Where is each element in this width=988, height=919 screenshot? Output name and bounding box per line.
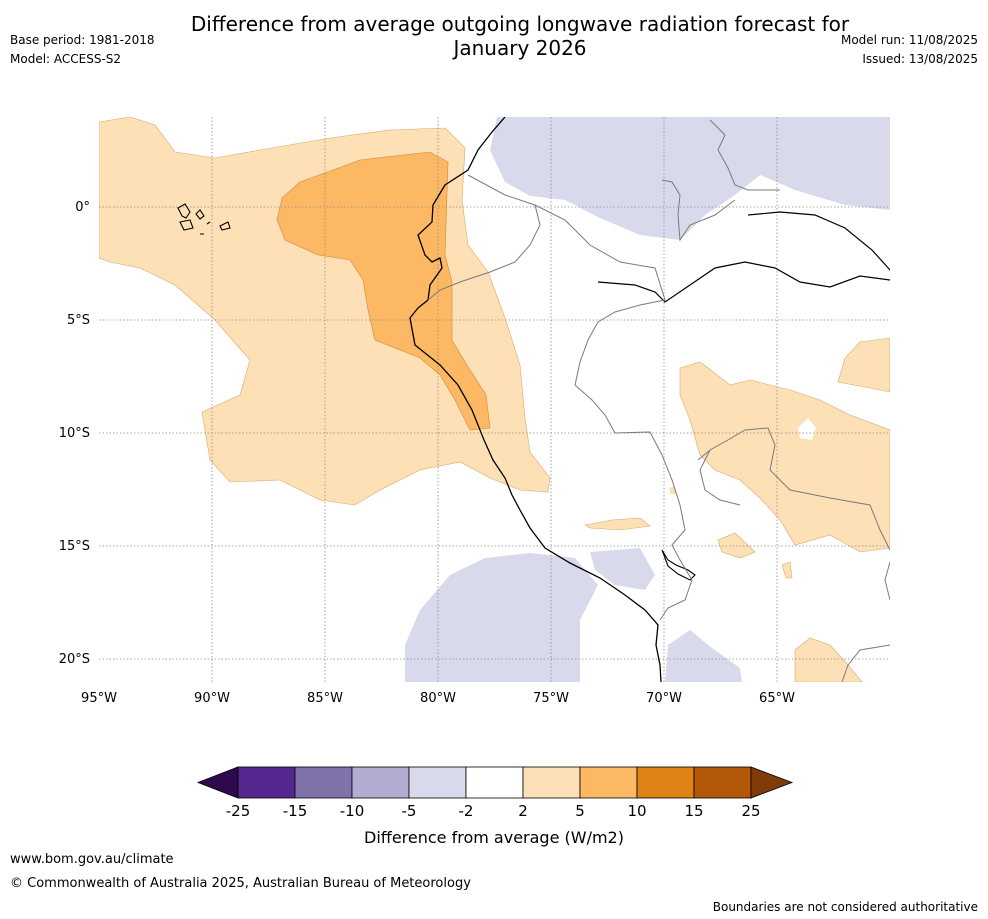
- lat-label: 0°: [75, 200, 90, 215]
- chart-title: Difference from average outgoing longwav…: [0, 12, 988, 60]
- colorbar-title: Difference from average (W/m2): [364, 828, 624, 847]
- colorbar: -25 -15 -10 -5 -2 2 5 10 15 25: [196, 766, 794, 820]
- website-link[interactable]: www.bom.gov.au/climate: [10, 852, 174, 867]
- country-border: [467, 174, 693, 621]
- longitude-labels: 95°W 90°W 85°W 80°W 75°W 70°W 65°W: [81, 691, 795, 706]
- title-line-2: January 2026: [453, 36, 587, 60]
- country-border: [427, 204, 541, 301]
- country-border: [699, 449, 741, 506]
- colorbar-swatch: [693, 766, 752, 799]
- lon-label: 95°W: [81, 691, 117, 706]
- country-border: [661, 179, 736, 242]
- olr-negative-region-north: [490, 117, 890, 240]
- colorbar-extend-high: [750, 766, 794, 799]
- issued-text: Issued: 13/08/2025: [862, 52, 978, 66]
- colorbar-tick-label: -10: [340, 802, 365, 820]
- colorbar-tick-label: -25: [226, 802, 251, 820]
- country-border: [841, 644, 890, 682]
- colorbar-tick-label: 2: [518, 802, 528, 820]
- lat-label: 10°S: [59, 426, 90, 441]
- title-line-1: Difference from average outgoing longwav…: [190, 12, 850, 36]
- amazon-river: [597, 211, 890, 303]
- lat-label: 20°S: [59, 652, 90, 667]
- olr-positive-region-east: [679, 361, 890, 553]
- olr-positive-patch-1: [584, 517, 651, 531]
- lake-titicaca: [661, 549, 696, 581]
- lat-label: 5°S: [67, 313, 90, 328]
- olr-negative-region-south: [405, 553, 598, 682]
- base-period-text: Base period: 1981-2018: [10, 33, 155, 47]
- olr-positive-patch-2: [717, 532, 756, 559]
- latitude-labels: 0° 5°S 10°S 15°S 20°S: [59, 200, 90, 667]
- colorbar-swatch: [294, 766, 353, 799]
- olr-positive-patch-3: [781, 561, 793, 579]
- colorbar-swatch: [408, 766, 467, 799]
- disclaimer-text: Boundaries are not considered authoritat…: [712, 900, 978, 914]
- colorbar-swatch: [351, 766, 410, 799]
- lat-label: 15°S: [59, 539, 90, 554]
- olr-positive-region-south-east: [794, 637, 863, 682]
- colorbar-swatch: [579, 766, 638, 799]
- olr-positive-region-core: [276, 151, 491, 431]
- country-border: [709, 119, 780, 191]
- colorbar-tick-label: 15: [684, 802, 703, 820]
- colorbar-tick-label: 10: [627, 802, 646, 820]
- lon-label: 75°W: [533, 691, 569, 706]
- model-run-text: Model run: 11/08/2025: [840, 33, 978, 47]
- lon-label: 90°W: [194, 691, 230, 706]
- olr-negative-region-southeast: [665, 630, 742, 682]
- lon-label: 80°W: [420, 691, 456, 706]
- lon-label: 65°W: [759, 691, 795, 706]
- map-grid: [99, 117, 890, 682]
- lon-label: 70°W: [646, 691, 682, 706]
- lon-label: 85°W: [307, 691, 343, 706]
- colorbar-extend-low: [196, 766, 239, 799]
- olr-hole-east: [798, 418, 816, 440]
- colorbar-swatch: [465, 766, 524, 799]
- galapagos-islands: [177, 203, 231, 235]
- colorbar-swatch: [522, 766, 581, 799]
- model-text: Model: ACCESS-S2: [10, 52, 122, 66]
- copyright-text: © Commonwealth of Australia 2025, Austra…: [10, 876, 471, 891]
- colorbar-tick-label: -2: [459, 802, 474, 820]
- colorbar-tick-label: -15: [283, 802, 308, 820]
- olr-positive-region-far-east: [837, 337, 890, 393]
- colorbar-tick-label: 25: [741, 802, 760, 820]
- country-border: [884, 561, 890, 601]
- colorbar-tick-label: 5: [575, 802, 585, 820]
- map-fields: [99, 117, 890, 682]
- colorbar-tick-label: -5: [402, 802, 417, 820]
- colorbar-swatch: [237, 766, 296, 799]
- olr-negative-region-coast: [590, 548, 655, 590]
- country-border: [697, 427, 890, 551]
- colorbar-swatch: [636, 766, 695, 799]
- coastline: [409, 117, 662, 682]
